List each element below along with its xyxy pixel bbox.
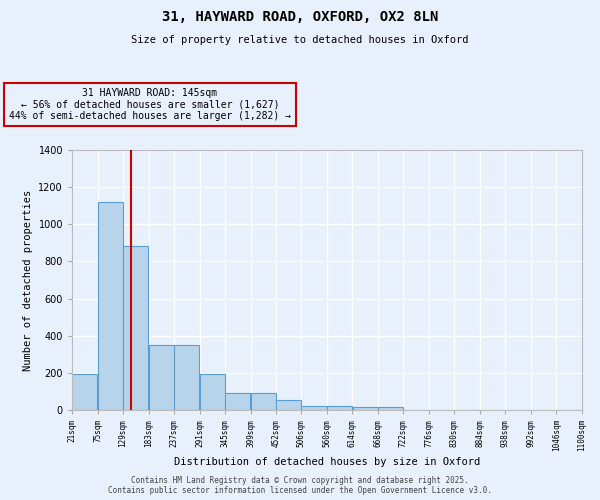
- Y-axis label: Number of detached properties: Number of detached properties: [23, 190, 33, 370]
- Text: Size of property relative to detached houses in Oxford: Size of property relative to detached ho…: [131, 35, 469, 45]
- Bar: [301, 406, 326, 410]
- Bar: [123, 246, 148, 410]
- Bar: [378, 407, 403, 410]
- X-axis label: Distribution of detached houses by size in Oxford: Distribution of detached houses by size …: [174, 457, 480, 467]
- Text: 31, HAYWARD ROAD, OXFORD, OX2 8LN: 31, HAYWARD ROAD, OXFORD, OX2 8LN: [162, 10, 438, 24]
- Text: Contains HM Land Registry data © Crown copyright and database right 2025.
Contai: Contains HM Land Registry data © Crown c…: [108, 476, 492, 495]
- Text: 31 HAYWARD ROAD: 145sqm
← 56% of detached houses are smaller (1,627)
44% of semi: 31 HAYWARD ROAD: 145sqm ← 56% of detache…: [9, 88, 291, 120]
- Bar: [200, 374, 225, 410]
- Bar: [353, 407, 377, 410]
- Bar: [276, 400, 301, 410]
- Bar: [327, 406, 352, 410]
- Bar: [251, 394, 276, 410]
- Bar: [98, 202, 123, 410]
- Bar: [72, 374, 97, 410]
- Bar: [226, 394, 250, 410]
- Bar: [175, 344, 199, 410]
- Bar: [149, 344, 174, 410]
